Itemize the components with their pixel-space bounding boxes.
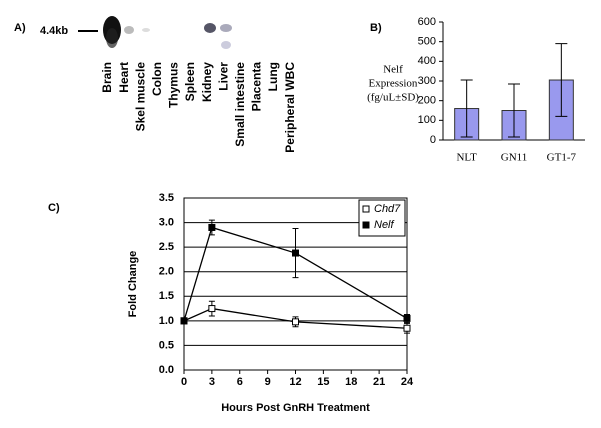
- x-tick-label: 15: [317, 376, 329, 388]
- y-tick-label: 1.0: [159, 315, 174, 327]
- lane-label: Skel muscle: [133, 62, 147, 132]
- y-tick-label: 1.5: [159, 290, 174, 302]
- error-bar: [555, 43, 568, 117]
- x-tick-label: 21: [373, 376, 385, 388]
- legend-label: Chd7: [374, 203, 401, 215]
- x-tick-label: NLT: [456, 152, 477, 164]
- y-tick-label: 300: [418, 75, 436, 87]
- y-axis-label: (fg/uL±SD): [367, 92, 419, 104]
- x-tick-label: 9: [265, 376, 271, 388]
- panel-label: C): [48, 202, 60, 214]
- legend-marker: [362, 221, 370, 229]
- x-tick-label: 24: [401, 376, 414, 388]
- lane-label: Peripheral WBC: [283, 62, 297, 153]
- x-axis-label: Hours Post GnRH Treatment: [221, 402, 370, 414]
- lane-label: Spleen: [183, 62, 197, 101]
- plot-frame: [183, 197, 408, 371]
- y-tick-label: 100: [418, 114, 436, 126]
- lane-label: Small intestine: [233, 62, 247, 147]
- error-bar: [508, 83, 520, 138]
- data-point: [180, 317, 188, 325]
- x-tick-label: GT1-7: [547, 152, 577, 164]
- data-point: [208, 223, 216, 231]
- data-point: [292, 249, 299, 257]
- y-tick-label: 0.0: [159, 364, 174, 376]
- y-tick-label: 600: [418, 16, 436, 28]
- x-tick-label: 18: [345, 376, 357, 388]
- y-tick-label: 200: [418, 95, 436, 107]
- legend-label: Nelf: [374, 219, 395, 231]
- lane-label: Brain: [100, 62, 114, 93]
- error-bar: [460, 79, 473, 138]
- x-tick-label: 6: [237, 376, 243, 388]
- series-line: [183, 307, 408, 329]
- lane-label: Liver: [216, 62, 230, 91]
- y-axis-label: Nelf: [383, 64, 403, 76]
- lane-label: Placenta: [250, 62, 264, 112]
- x-tick-label: 0: [181, 376, 187, 388]
- y-tick-label: 0.5: [159, 339, 174, 351]
- lane-label: Thymus: [167, 62, 181, 108]
- y-tick-label: 0: [430, 134, 436, 146]
- y-tick-label: 2.0: [159, 266, 174, 278]
- y-tick-label: 500: [418, 36, 436, 48]
- y-tick-label: 3.0: [159, 216, 174, 228]
- x-tick-label: GN11: [501, 152, 527, 164]
- data-point: [292, 318, 299, 326]
- band-label: 4.4kb: [40, 25, 68, 37]
- y-tick-label: 2.5: [159, 241, 174, 253]
- panel-label: A): [14, 22, 26, 34]
- lane-label: Kidney: [200, 62, 214, 102]
- lane-label: Heart: [117, 62, 131, 93]
- y-tick-label: 3.5: [159, 192, 174, 204]
- legend-marker: [362, 205, 370, 213]
- x-tick-label: 12: [289, 376, 301, 388]
- series-line: [183, 226, 408, 322]
- data-point: [208, 305, 216, 313]
- panel-label: B): [370, 22, 382, 34]
- x-tick-label: 3: [209, 376, 215, 388]
- y-tick-label: 400: [418, 55, 436, 67]
- data-point: [403, 314, 411, 322]
- lane-label: Lung: [266, 62, 280, 91]
- data-point: [403, 324, 411, 332]
- lane-label: Colon: [150, 62, 164, 96]
- y-axis-label: Fold Change: [127, 251, 139, 318]
- y-axis-label: Expression: [369, 78, 418, 90]
- blot-image: [78, 16, 232, 49]
